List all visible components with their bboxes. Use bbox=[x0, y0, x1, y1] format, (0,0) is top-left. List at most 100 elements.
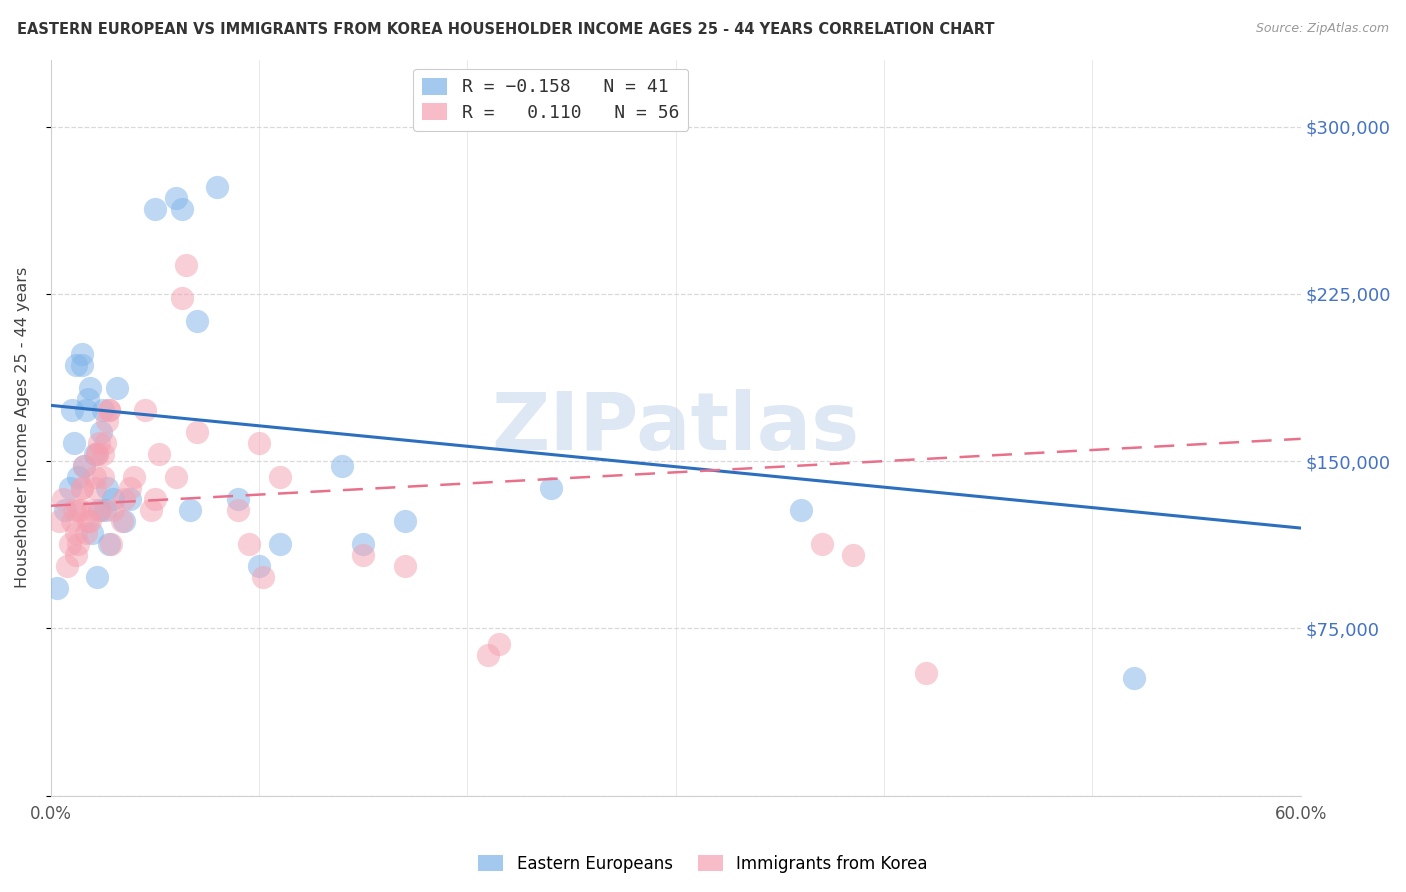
Point bbox=[789, 503, 811, 517]
Point bbox=[60, 402, 83, 417]
Point bbox=[247, 436, 270, 450]
Point bbox=[810, 537, 832, 551]
Point bbox=[94, 503, 117, 517]
Point bbox=[65, 358, 87, 372]
Point bbox=[58, 481, 80, 495]
Point bbox=[70, 358, 93, 372]
Point bbox=[60, 514, 83, 528]
Legend: Eastern Europeans, Immigrants from Korea: Eastern Europeans, Immigrants from Korea bbox=[472, 848, 934, 880]
Point bbox=[139, 503, 162, 517]
Point bbox=[86, 447, 108, 461]
Point bbox=[90, 425, 112, 439]
Point bbox=[148, 447, 170, 461]
Point bbox=[70, 481, 93, 495]
Point bbox=[55, 503, 77, 517]
Point bbox=[65, 548, 87, 562]
Point bbox=[91, 402, 114, 417]
Point bbox=[75, 525, 97, 540]
Point bbox=[143, 202, 166, 216]
Point bbox=[103, 503, 125, 517]
Point bbox=[77, 392, 100, 406]
Point bbox=[118, 481, 141, 495]
Point bbox=[107, 380, 129, 394]
Point bbox=[170, 202, 193, 216]
Point bbox=[269, 537, 291, 551]
Point bbox=[186, 425, 208, 439]
Point bbox=[48, 514, 70, 528]
Point bbox=[207, 179, 229, 194]
Point bbox=[914, 666, 936, 681]
Point bbox=[86, 447, 108, 461]
Point bbox=[174, 258, 197, 272]
Text: EASTERN EUROPEAN VS IMMIGRANTS FROM KOREA HOUSEHOLDER INCOME AGES 25 - 44 YEARS : EASTERN EUROPEAN VS IMMIGRANTS FROM KORE… bbox=[17, 22, 994, 37]
Point bbox=[77, 514, 100, 528]
Legend: R = −0.158   N = 41, R =   0.110   N = 56: R = −0.158 N = 41, R = 0.110 N = 56 bbox=[413, 69, 689, 130]
Point bbox=[118, 491, 141, 506]
Point bbox=[332, 458, 354, 473]
Point bbox=[477, 648, 499, 663]
Point bbox=[52, 491, 75, 506]
Point bbox=[226, 491, 249, 506]
Point bbox=[238, 537, 260, 551]
Point bbox=[62, 503, 84, 517]
Point bbox=[352, 537, 374, 551]
Point bbox=[165, 191, 187, 205]
Point bbox=[86, 570, 108, 584]
Point bbox=[179, 503, 201, 517]
Point bbox=[100, 537, 122, 551]
Point bbox=[79, 380, 101, 394]
Point bbox=[842, 548, 865, 562]
Point bbox=[91, 447, 114, 461]
Point bbox=[73, 458, 96, 473]
Point bbox=[73, 458, 96, 473]
Point bbox=[226, 503, 249, 517]
Point bbox=[394, 559, 416, 574]
Point bbox=[394, 514, 416, 528]
Point bbox=[134, 402, 156, 417]
Point bbox=[143, 491, 166, 506]
Point bbox=[70, 347, 93, 361]
Point bbox=[70, 481, 93, 495]
Point bbox=[66, 537, 89, 551]
Point bbox=[90, 503, 112, 517]
Text: ZIPatlas: ZIPatlas bbox=[492, 389, 860, 467]
Point bbox=[112, 491, 135, 506]
Point bbox=[65, 525, 87, 540]
Point bbox=[96, 414, 118, 428]
Point bbox=[252, 570, 274, 584]
Point bbox=[1123, 671, 1146, 685]
Point bbox=[247, 559, 270, 574]
Point bbox=[98, 402, 121, 417]
Point bbox=[69, 503, 91, 517]
Point bbox=[98, 402, 121, 417]
Y-axis label: Householder Income Ages 25 - 44 years: Householder Income Ages 25 - 44 years bbox=[15, 267, 30, 589]
Point bbox=[83, 481, 105, 495]
Point bbox=[75, 402, 97, 417]
Point bbox=[98, 537, 121, 551]
Point bbox=[46, 582, 69, 596]
Point bbox=[170, 291, 193, 305]
Point bbox=[488, 637, 510, 651]
Point bbox=[87, 436, 110, 450]
Point bbox=[96, 481, 118, 495]
Point bbox=[83, 447, 105, 461]
Point bbox=[103, 491, 125, 506]
Point bbox=[66, 469, 89, 483]
Point bbox=[540, 481, 562, 495]
Point bbox=[91, 469, 114, 483]
Point bbox=[269, 469, 291, 483]
Point bbox=[82, 503, 104, 517]
Point bbox=[58, 537, 80, 551]
Point bbox=[112, 514, 135, 528]
Point bbox=[186, 313, 208, 327]
Point bbox=[56, 559, 79, 574]
Point bbox=[352, 548, 374, 562]
Point bbox=[111, 514, 134, 528]
Point bbox=[122, 469, 145, 483]
Point bbox=[82, 525, 104, 540]
Point bbox=[66, 503, 89, 517]
Point bbox=[62, 436, 84, 450]
Point bbox=[87, 503, 110, 517]
Point bbox=[94, 436, 117, 450]
Point bbox=[83, 469, 105, 483]
